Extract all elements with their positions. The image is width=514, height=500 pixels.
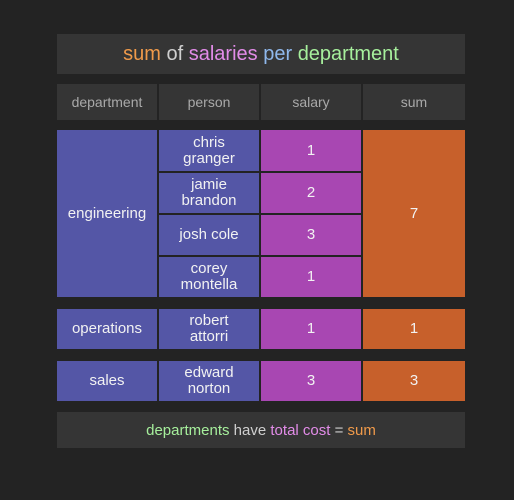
title-word-per: per: [257, 42, 298, 65]
header-person: person: [159, 84, 259, 120]
person-cell: chris granger: [159, 130, 259, 171]
person-cell: robert attorri: [159, 309, 259, 349]
person-name-line: chris: [193, 133, 225, 151]
salary-cell: 2: [261, 173, 361, 213]
person-name-line: corey: [190, 260, 228, 277]
title-word-salaries: salaries: [188, 42, 258, 65]
caption-word-total-cost: total cost: [270, 421, 331, 439]
sum-cell-sales: 3: [363, 361, 465, 401]
person-name-line: norton: [187, 380, 231, 397]
title-word-of: of: [160, 42, 189, 65]
department-cell-sales: sales: [57, 361, 157, 401]
title-word-sum: sum: [123, 42, 161, 65]
header-salary: salary: [261, 84, 361, 120]
caption-word-departments: departments: [146, 421, 230, 439]
salary-cell: 3: [261, 361, 361, 401]
caption-word-have: have: [229, 421, 271, 439]
salary-cell: 3: [261, 215, 361, 255]
person-cell: corey montella: [159, 257, 259, 297]
caption-word-sum: sum: [347, 421, 376, 439]
salary-cell: 1: [261, 130, 361, 171]
department-cell-operations: operations: [57, 309, 157, 349]
person-name-line: robert: [189, 312, 229, 329]
person-name-line: brandon: [181, 192, 237, 209]
header-department: department: [57, 84, 157, 120]
diagram-caption: departments have total cost = sum: [57, 412, 465, 448]
caption-word-equals: =: [330, 421, 348, 439]
person-name-line: montella: [180, 276, 238, 293]
person-name-line: josh cole: [179, 226, 239, 243]
title-word-department: department: [297, 42, 399, 65]
person-name-line: jamie: [191, 176, 227, 193]
person-name-line: granger: [183, 149, 235, 167]
salary-cell: 1: [261, 257, 361, 297]
person-name-line: attorri: [189, 328, 229, 345]
person-cell: edward norton: [159, 361, 259, 401]
diagram-title: sum of salaries per department: [57, 34, 465, 74]
sum-cell-operations: 1: [363, 309, 465, 349]
salary-cell: 1: [261, 309, 361, 349]
person-cell: jamie brandon: [159, 173, 259, 213]
header-sum: sum: [363, 84, 465, 120]
sum-cell-engineering: 7: [363, 130, 465, 297]
person-name-line: edward: [184, 364, 234, 381]
person-cell: josh cole: [159, 215, 259, 255]
department-cell-engineering: engineering: [57, 130, 157, 297]
